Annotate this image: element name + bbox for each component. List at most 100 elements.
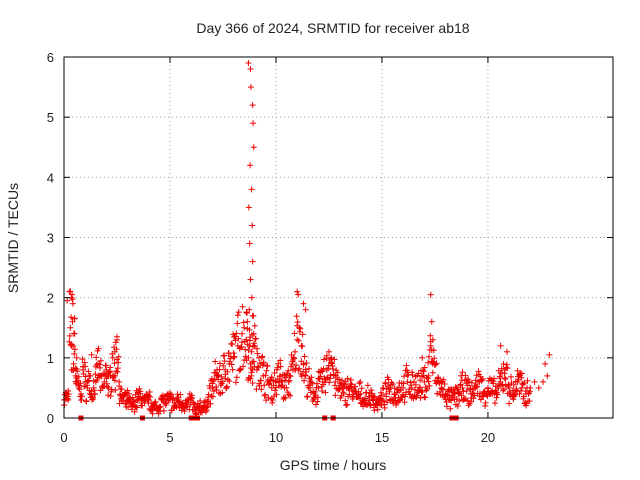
- data-point: [415, 387, 422, 394]
- data-point: [401, 373, 408, 380]
- data-point: [544, 372, 551, 379]
- data-point: [542, 360, 549, 367]
- data-point: [464, 382, 471, 389]
- data-point: [246, 326, 253, 333]
- data-point: [297, 325, 304, 332]
- data-point: [294, 336, 301, 343]
- data-point: [137, 388, 144, 395]
- data-point: [285, 391, 292, 398]
- data-point: [458, 392, 465, 399]
- data-point: [280, 394, 287, 401]
- data-point: [440, 376, 447, 383]
- data-point: [221, 352, 228, 359]
- data-point: [524, 377, 531, 384]
- data-point: [150, 406, 157, 413]
- data-point: [249, 222, 256, 229]
- data-point: [207, 385, 214, 392]
- data-point: [112, 387, 119, 394]
- data-point: [95, 345, 102, 352]
- y-tick-label: 4: [47, 170, 54, 185]
- data-point: [234, 312, 241, 319]
- data-point: [216, 366, 223, 373]
- data-point: [244, 341, 251, 348]
- data-point: [264, 362, 271, 369]
- y-tick-label: 1: [47, 351, 54, 366]
- x-tick-label: 10: [269, 430, 283, 445]
- data-point: [404, 378, 411, 385]
- data-point: [223, 383, 230, 390]
- data-point: [319, 368, 326, 375]
- data-point: [379, 397, 386, 404]
- data-point: [293, 313, 300, 320]
- data-point: [429, 358, 436, 365]
- data-point: [317, 373, 324, 380]
- data-point: [110, 374, 117, 381]
- data-point: [510, 381, 517, 388]
- data-point: [419, 354, 426, 361]
- data-point: [102, 371, 109, 378]
- data-point: [109, 350, 116, 357]
- data-point: [251, 340, 258, 347]
- data-point: [520, 393, 527, 400]
- data-point: [81, 383, 88, 390]
- data-point: [299, 331, 306, 338]
- data-point: [474, 383, 481, 390]
- data-point: [423, 374, 430, 381]
- data-point: [177, 391, 184, 398]
- data-point: [438, 385, 445, 392]
- data-point: [459, 397, 466, 404]
- data-point: [447, 405, 454, 412]
- data-point: [370, 394, 377, 401]
- data-point: [479, 375, 486, 382]
- data-point: [402, 389, 409, 396]
- data-point: [102, 362, 109, 369]
- data-point: [247, 66, 254, 73]
- data-point: [271, 369, 278, 376]
- data-point: [361, 395, 368, 402]
- data-point: [172, 402, 179, 409]
- data-point: [64, 297, 71, 304]
- data-point: [497, 342, 504, 349]
- data-point: [239, 303, 246, 310]
- data-point: [495, 385, 502, 392]
- data-point: [546, 351, 553, 358]
- data-point: [294, 322, 301, 329]
- data-point: [134, 404, 141, 411]
- data-point: [356, 380, 363, 387]
- data-point: [357, 378, 364, 385]
- data-point: [240, 319, 247, 326]
- data-point: [243, 357, 250, 364]
- data-point: [340, 389, 347, 396]
- data-point: [364, 382, 371, 389]
- data-point: [245, 347, 252, 354]
- data-point: [432, 361, 439, 368]
- y-tick-label: 6: [47, 50, 54, 65]
- data-point: [73, 354, 80, 361]
- data-point: [107, 393, 114, 400]
- data-point: [427, 291, 434, 298]
- data-point: [468, 379, 475, 386]
- data-point: [231, 333, 238, 340]
- data-point: [108, 386, 115, 393]
- data-point: [426, 353, 433, 360]
- data-point: [291, 330, 298, 337]
- data-point: [500, 361, 507, 368]
- data-point: [295, 366, 302, 373]
- data-point: [302, 372, 309, 379]
- data-point: [469, 386, 476, 393]
- data-point: [241, 338, 248, 345]
- data-point: [505, 381, 512, 388]
- data-point: [224, 368, 231, 375]
- data-point: [66, 332, 73, 339]
- data-point: [380, 385, 387, 392]
- data-point: [203, 407, 210, 414]
- data-point: [212, 358, 219, 365]
- data-point: [157, 403, 164, 410]
- data-point: [462, 372, 469, 379]
- data-point: [296, 328, 303, 335]
- data-point: [65, 387, 72, 394]
- data-point: [252, 335, 259, 342]
- data-point: [115, 359, 122, 366]
- data-point: [294, 319, 301, 326]
- data-point: [248, 186, 255, 193]
